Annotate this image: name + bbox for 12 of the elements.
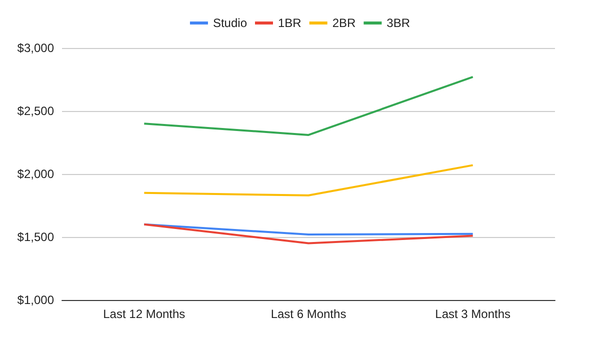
y-tick-label: $2,500: [17, 104, 54, 118]
legend-label: 2BR: [332, 16, 356, 30]
x-tick-label: Last 12 Months: [103, 307, 186, 321]
legend-label: Studio: [212, 16, 248, 30]
y-tick-label: $2,000: [17, 167, 54, 181]
x-tick-label: Last 6 Months: [270, 307, 346, 321]
y-tick-label: $3,000: [17, 41, 54, 55]
x-tick-label: Last 3 Months: [435, 307, 511, 321]
y-tick-label: $1,000: [17, 293, 54, 307]
legend-label: 1BR: [278, 16, 302, 30]
y-tick-label: $1,500: [17, 230, 54, 244]
legend-label: 3BR: [386, 16, 410, 30]
